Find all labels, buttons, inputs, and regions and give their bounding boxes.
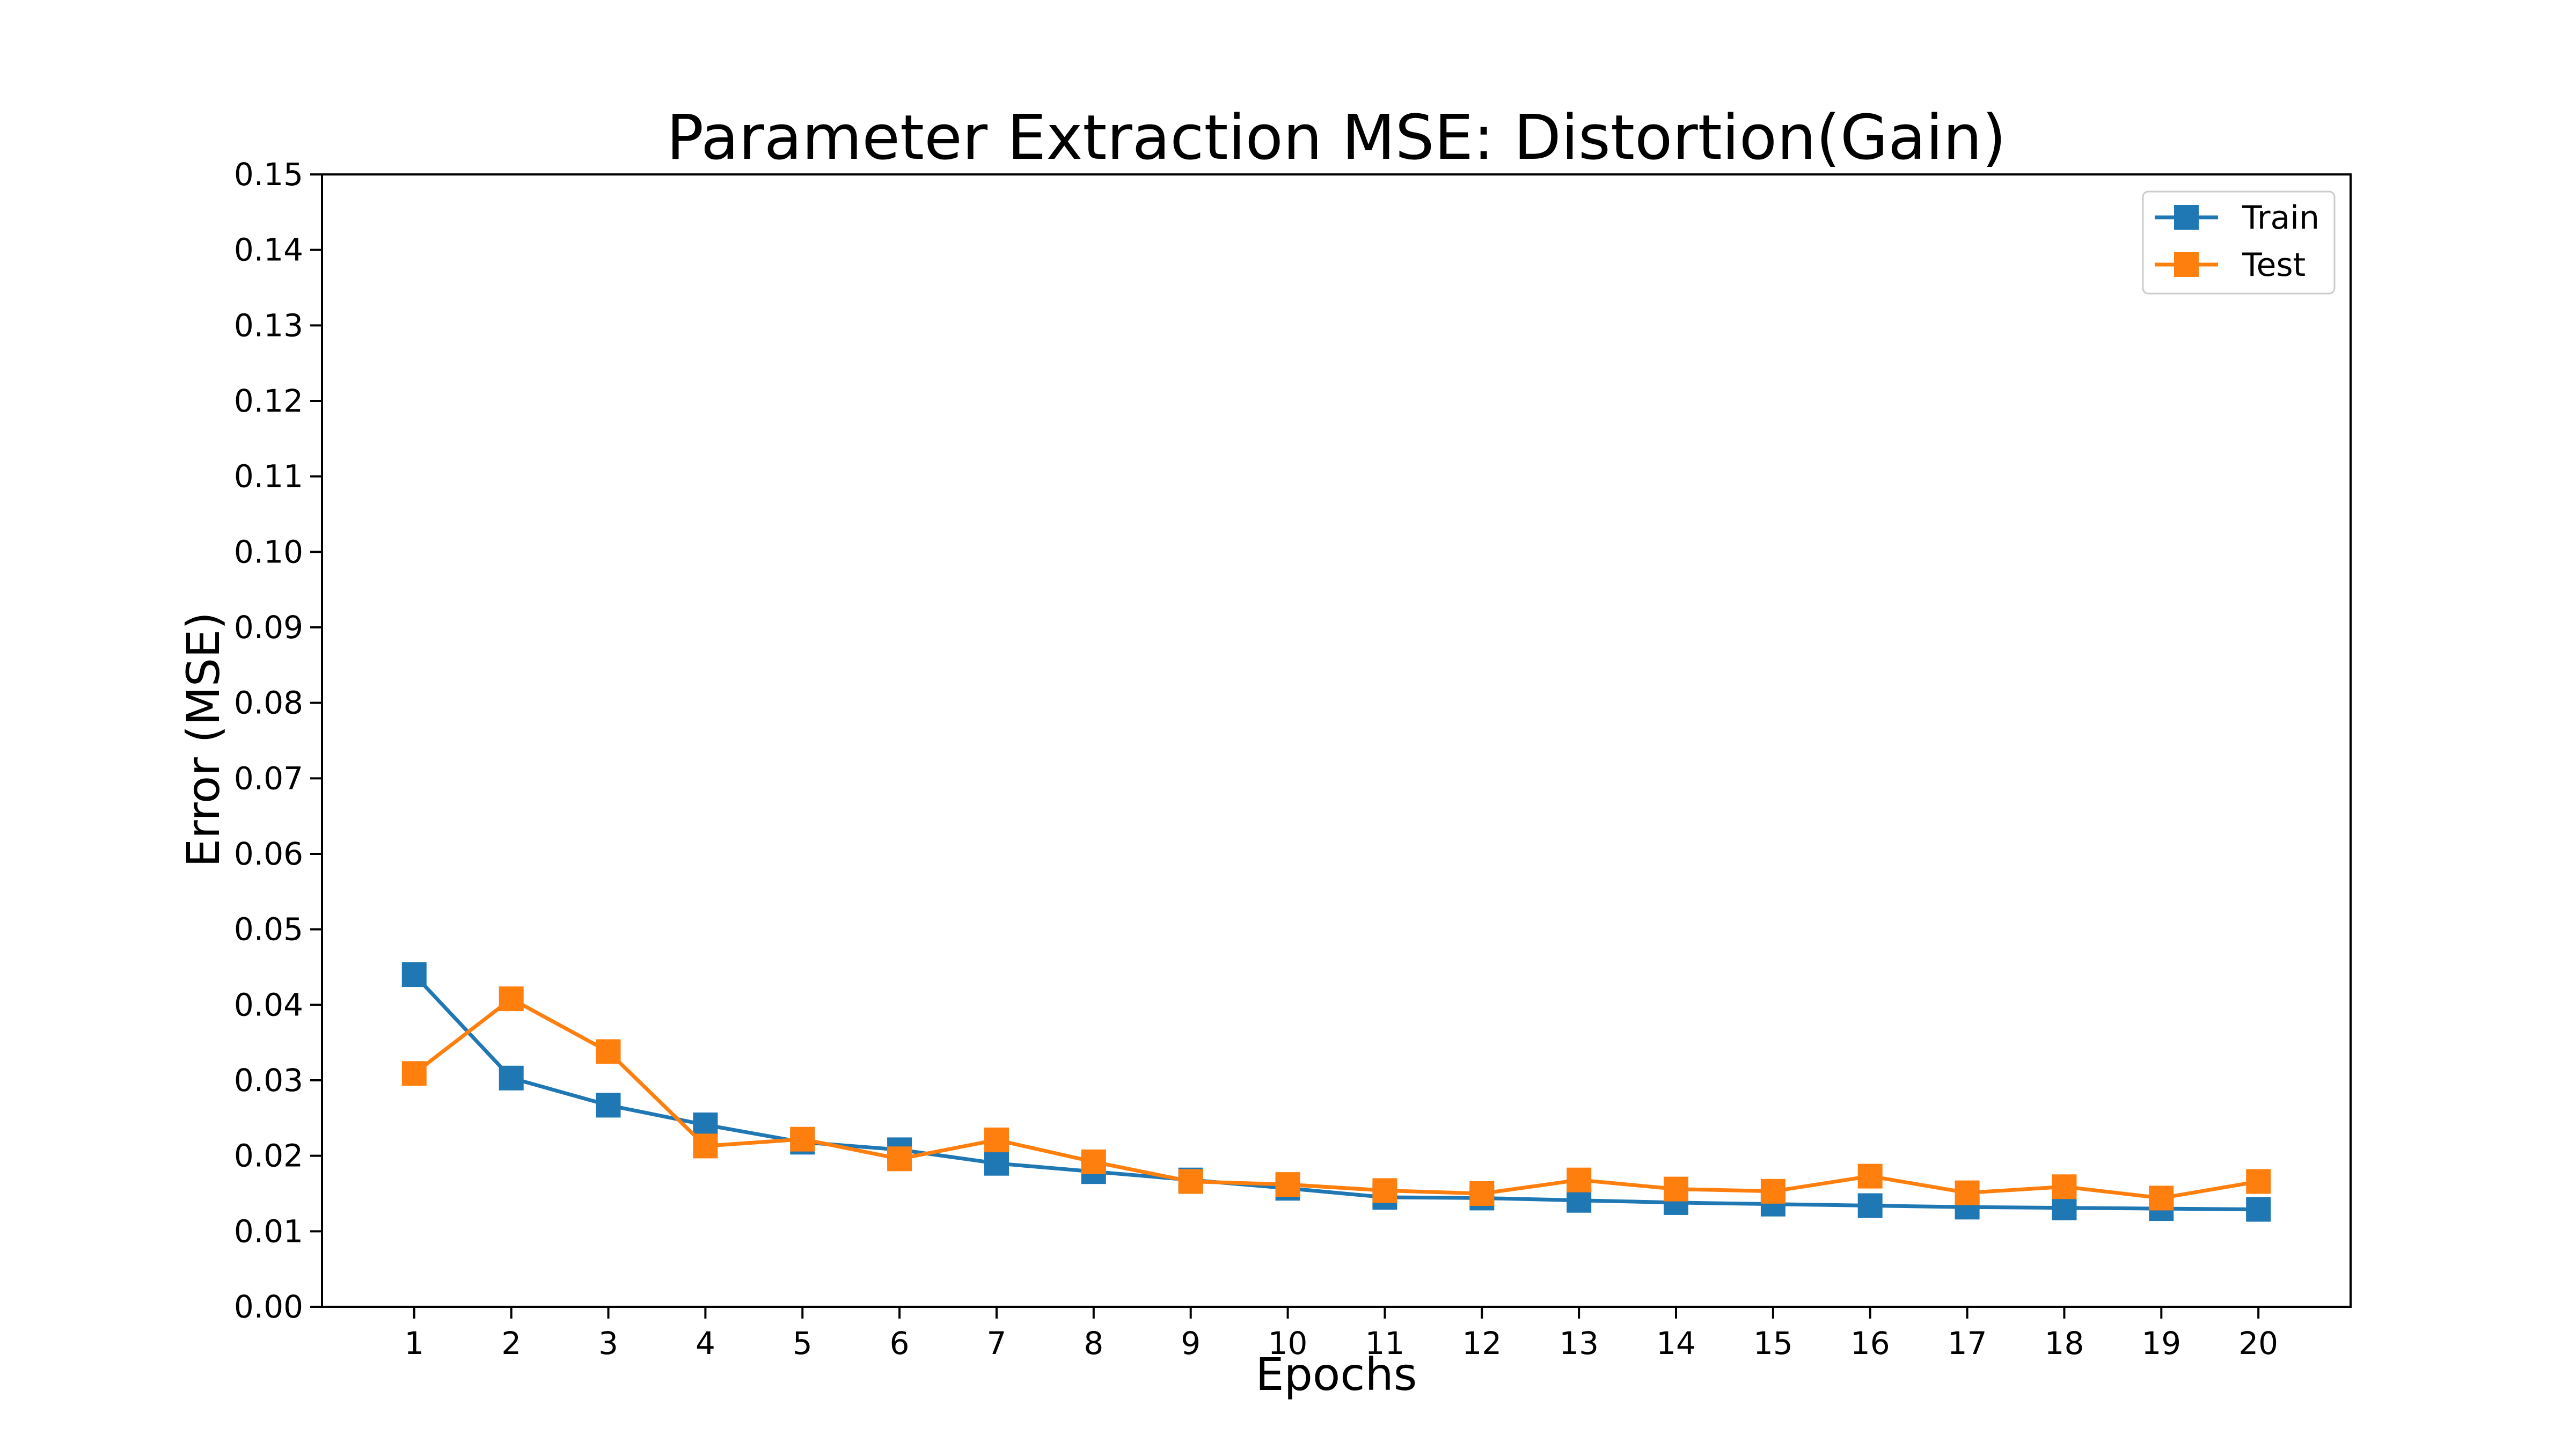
x-tick-label: 15 xyxy=(1753,1325,1793,1362)
data-point-test xyxy=(790,1126,815,1152)
data-point-test xyxy=(1372,1178,1397,1203)
y-tick-label: 0.00 xyxy=(234,1289,303,1325)
data-point-train xyxy=(596,1093,621,1118)
x-tick-label: 1 xyxy=(404,1325,424,1362)
x-tick-label: 2 xyxy=(501,1325,521,1362)
data-point-test xyxy=(1760,1179,1785,1204)
data-point-test xyxy=(1081,1149,1106,1174)
data-point-test xyxy=(2052,1174,2077,1199)
data-point-test xyxy=(1857,1163,1883,1189)
data-point-test xyxy=(401,1061,427,1086)
series-line-test xyxy=(413,997,2259,1200)
x-tick-label: 10 xyxy=(1268,1325,1308,1362)
data-point-train xyxy=(2052,1195,2077,1220)
legend-marker-train xyxy=(2174,205,2199,230)
x-tick-label: 6 xyxy=(890,1325,910,1362)
data-point-test xyxy=(1469,1181,1495,1206)
y-tick-label: 0.01 xyxy=(234,1213,303,1249)
x-tick-label: 5 xyxy=(793,1325,813,1362)
data-point-train xyxy=(2246,1197,2271,1222)
legend-label-train: Train xyxy=(2242,199,2319,237)
y-tick-label: 0.13 xyxy=(234,307,303,343)
data-point-test xyxy=(1955,1180,1980,1205)
data-point-test xyxy=(2149,1185,2174,1211)
y-tick-label: 0.14 xyxy=(234,232,303,268)
data-point-test xyxy=(1567,1167,1592,1192)
data-point-train xyxy=(984,1151,1009,1176)
x-tick-label: 7 xyxy=(987,1325,1007,1362)
x-tick-label: 12 xyxy=(1462,1325,1502,1362)
data-point-test xyxy=(1275,1172,1300,1197)
data-point-test xyxy=(693,1133,718,1159)
y-tick-label: 0.02 xyxy=(234,1138,303,1174)
y-axis-label: Error (MSE) xyxy=(177,612,230,867)
y-tick-label: 0.15 xyxy=(234,156,303,193)
x-axis-label: Epochs xyxy=(1256,1348,1417,1401)
y-tick-label: 0.07 xyxy=(234,760,303,796)
x-tick-label: 16 xyxy=(1850,1325,1890,1362)
x-tick-label: 8 xyxy=(1084,1325,1103,1362)
x-tick-label: 3 xyxy=(598,1325,618,1362)
data-point-test xyxy=(596,1039,621,1064)
x-tick-label: 17 xyxy=(1948,1325,1987,1362)
data-point-test xyxy=(499,986,524,1012)
y-tick-label: 0.04 xyxy=(234,986,303,1023)
x-tick-label: 14 xyxy=(1656,1325,1696,1362)
y-tick-label: 0.06 xyxy=(234,836,303,872)
plot-area: 1 2 3 4 5 6 7 8 9 10 11 12 13 14 15 16 17 18 19 200.000.010… xyxy=(234,156,2352,1362)
x-tick-label: 11 xyxy=(1365,1325,1405,1362)
y-tick-label: 0.08 xyxy=(234,685,303,721)
x-tick-label: 18 xyxy=(2045,1325,2084,1362)
x-tick-label: 4 xyxy=(696,1325,715,1362)
y-tick-label: 0.12 xyxy=(234,383,303,419)
y-tick-label: 0.10 xyxy=(234,533,303,570)
x-tick-label: 20 xyxy=(2238,1325,2278,1362)
x-tick-label: 13 xyxy=(1559,1325,1599,1362)
plot-frame xyxy=(321,173,2352,1308)
y-tick-label: 0.09 xyxy=(234,609,303,646)
data-point-test xyxy=(1664,1176,1688,1202)
data-point-train xyxy=(401,962,427,987)
y-tick-label: 0.05 xyxy=(234,911,303,948)
data-point-test xyxy=(2246,1169,2271,1194)
x-tick-label: 19 xyxy=(2141,1325,2181,1362)
series-line-train xyxy=(413,973,2259,1211)
legend-label-test: Test xyxy=(2242,246,2306,284)
legend-marker-test xyxy=(2174,252,2199,277)
data-point-test xyxy=(887,1146,912,1172)
data-point-test xyxy=(984,1128,1009,1153)
legend: Train Test xyxy=(2142,191,2336,295)
data-point-train xyxy=(1857,1193,1883,1218)
data-point-train xyxy=(693,1113,718,1137)
chart-title: Parameter Extraction MSE: Distortion(Gai… xyxy=(667,102,2006,174)
x-tick-label: 9 xyxy=(1181,1325,1201,1362)
data-point-test xyxy=(1178,1169,1203,1194)
y-tick-label: 0.03 xyxy=(234,1062,303,1099)
y-tick-label: 0.11 xyxy=(234,458,303,495)
data-point-train xyxy=(499,1065,524,1091)
